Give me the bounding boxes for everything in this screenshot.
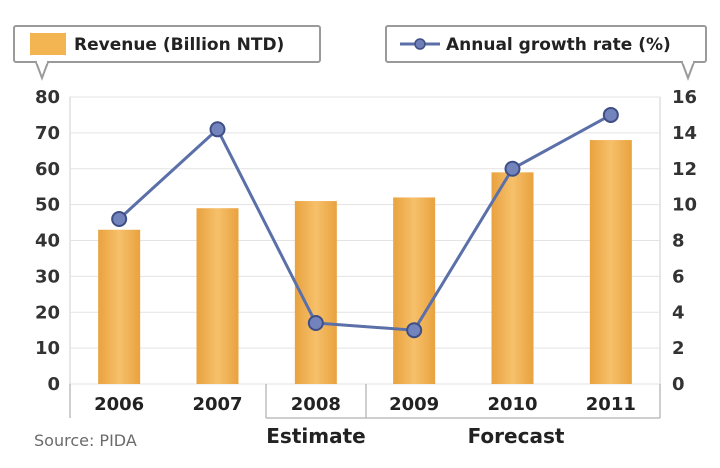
y-right-tick: 6 [672,266,685,287]
y-right-tick: 14 [672,123,697,144]
x-axis: 2006 2007 2008 2009 2010 2011 [94,394,636,415]
legend-growth: Annual growth rate (%) [385,25,707,81]
group-brackets [69,384,661,419]
y-right-tick: 12 [672,159,697,180]
y-left-tick: 80 [35,87,60,108]
y-left-tick: 0 [47,374,60,395]
y-right-tick: 8 [672,231,685,252]
growth-point-2009 [406,322,423,339]
x-tick-2009: 2009 [389,394,439,415]
y-right-tick: 10 [672,195,697,216]
growth-point-2010 [504,160,521,177]
growth-line-path [118,113,612,332]
y-axis-right: 0 2 4 6 8 10 12 14 16 [672,87,697,395]
y-left-tick: 60 [35,159,60,180]
y-left-tick: 70 [35,123,60,144]
legend-growth-marker [414,38,426,50]
y-right-tick: 4 [672,302,685,323]
source-note: Source: PIDA [34,431,137,450]
group-label-forecast: Forecast [468,424,565,448]
y-right-tick: 16 [672,87,697,108]
y-axis-left: 0 10 20 30 40 50 60 70 80 [35,87,60,395]
legend-revenue: Revenue (Billion NTD) [13,25,321,81]
growth-point-2007 [209,121,226,138]
growth-line [111,106,619,339]
x-tick-2010: 2010 [487,394,537,415]
growth-point-2008 [307,315,324,332]
growth-point-2011 [602,106,619,123]
y-left-tick: 50 [35,195,60,216]
legend-revenue-label: Revenue (Billion NTD) [74,35,284,55]
x-tick-2011: 2011 [586,394,636,415]
bar-2010 [491,172,534,384]
growth-point-2006 [111,210,128,227]
bar-2006 [98,229,141,384]
bar-2009 [393,197,436,384]
y-left-tick: 40 [35,231,60,252]
y-right-tick: 2 [672,338,685,359]
group-label-estimate: Estimate [266,424,365,448]
legend-revenue-swatch [30,33,66,55]
y-left-tick: 30 [35,266,60,287]
y-left-tick: 20 [35,302,60,323]
x-tick-2007: 2007 [192,394,242,415]
x-tick-2006: 2006 [94,394,144,415]
legend-growth-label: Annual growth rate (%) [446,35,671,55]
x-tick-2008: 2008 [291,394,341,415]
y-left-tick: 10 [35,338,60,359]
bar-2011 [589,140,632,384]
gridlines [70,96,660,385]
y-right-tick: 0 [672,374,685,395]
bar-2007 [196,208,239,384]
